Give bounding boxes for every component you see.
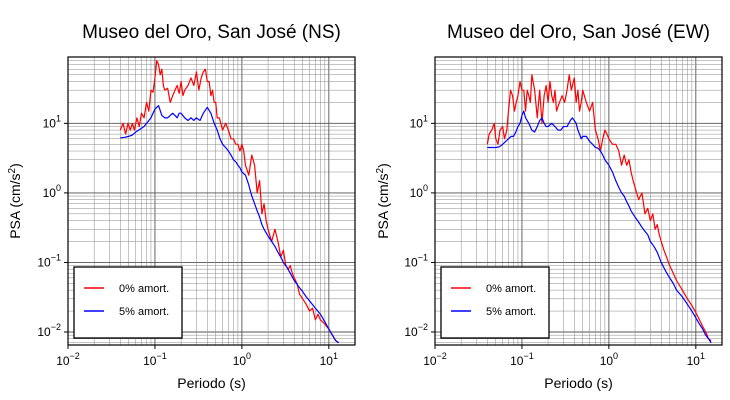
plot-frame [67, 56, 356, 346]
legend-label-1: 5% amort. [119, 306, 169, 318]
x-axis-label: Periodo (s) [177, 375, 245, 391]
chart-title: Museo del Oro, San José (EW) [447, 22, 710, 43]
tick-labels: 10−2 10−1 100 101 10−2 10−1 100 101 [37, 113, 338, 368]
chart-title: Museo del Oro, San José (NS) [82, 22, 341, 43]
y-axis-label: PSA (cm/s2) [375, 163, 391, 239]
tick-labels: 10−2 10−1 100 101 10−2 10−1 100 101 [404, 113, 705, 368]
series-layer [119, 59, 340, 344]
y-tick-label: 10−2 [37, 322, 61, 339]
x-tick-label: 10−1 [143, 351, 167, 368]
legend-box [440, 266, 550, 339]
legend: 0% amort. 5% amort. [73, 266, 183, 339]
x-tick-label: 10−2 [56, 351, 80, 368]
y-tick-label: 100 [43, 183, 61, 200]
legend: 0% amort. 5% amort. [440, 266, 550, 339]
plot-frame [434, 56, 723, 346]
series-line-undamped [486, 74, 712, 342]
legend-label-1: 5% amort. [486, 306, 536, 318]
x-tick-label: 100 [600, 351, 618, 368]
series-layer [486, 74, 712, 344]
y-tick-label: 100 [410, 183, 428, 200]
legend-label-0: 0% amort. [486, 283, 536, 295]
x-tick-label: 101 [687, 351, 705, 368]
legend-box [73, 266, 183, 339]
x-tick-label: 101 [320, 351, 338, 368]
y-tick-label: 10−1 [404, 252, 428, 269]
chart-panel-ns: Museo del Oro, San José (NS) 10−2 10−1 100… [7, 22, 356, 391]
x-tick-label: 100 [233, 351, 251, 368]
x-axis-label: Periodo (s) [544, 375, 612, 391]
y-tick-label: 101 [43, 113, 61, 130]
chart-panel-ew: Museo del Oro, San José (EW) 10−2 10−1 100… [375, 22, 723, 391]
series-line-damped [487, 110, 712, 344]
y-tick-label: 10−2 [404, 322, 428, 339]
series-line-undamped [119, 59, 340, 344]
y-tick-label: 101 [410, 113, 428, 130]
y-axis-label: PSA (cm/s2) [7, 163, 23, 239]
x-tick-label: 10−2 [423, 351, 447, 368]
y-tick-label: 10−1 [37, 252, 61, 269]
series-line-damped [120, 105, 340, 344]
legend-label-0: 0% amort. [119, 283, 169, 295]
x-tick-label: 10−1 [510, 351, 534, 368]
